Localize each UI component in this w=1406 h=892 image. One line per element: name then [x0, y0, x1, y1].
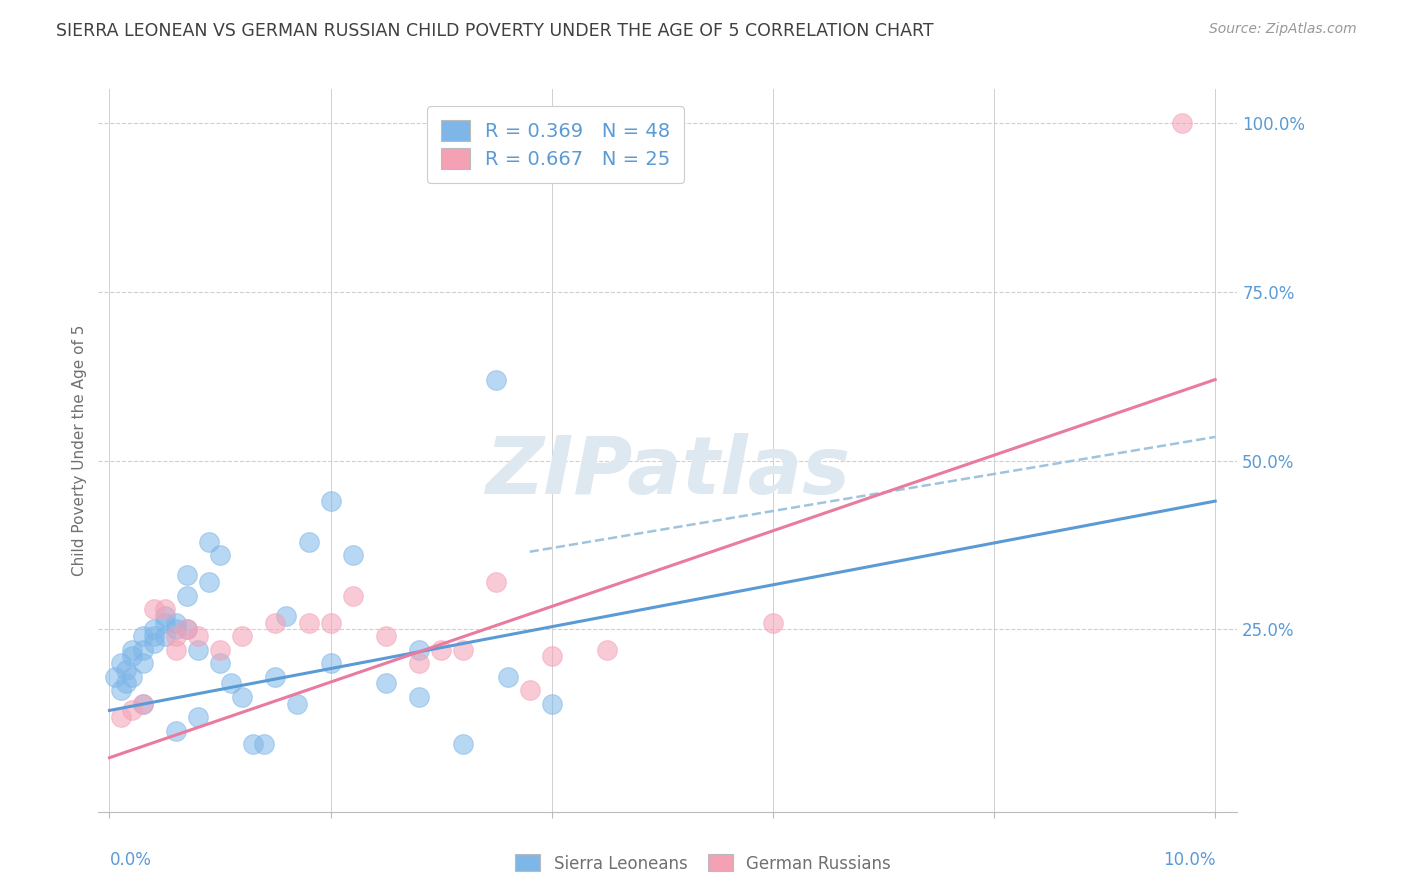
- Point: [496, 670, 519, 684]
- Point: [209, 656, 232, 670]
- Point: [110, 710, 132, 724]
- Point: [165, 723, 187, 738]
- Point: [408, 690, 430, 704]
- Point: [198, 534, 221, 549]
- Point: [209, 548, 232, 562]
- Point: [408, 656, 430, 670]
- Point: [242, 737, 264, 751]
- Point: [253, 737, 276, 751]
- Point: [121, 703, 143, 717]
- Point: [187, 642, 209, 657]
- Point: [231, 629, 253, 643]
- Point: [153, 608, 176, 623]
- Point: [131, 642, 153, 657]
- Text: Source: ZipAtlas.com: Source: ZipAtlas.com: [1209, 22, 1357, 37]
- Point: [121, 642, 143, 657]
- Point: [453, 642, 475, 657]
- Point: [142, 636, 165, 650]
- Point: [176, 568, 198, 582]
- Point: [165, 642, 187, 657]
- Point: [485, 373, 508, 387]
- Point: [276, 608, 298, 623]
- Point: [287, 697, 309, 711]
- Point: [374, 676, 396, 690]
- Legend: R = 0.369   N = 48, R = 0.667   N = 25: R = 0.369 N = 48, R = 0.667 N = 25: [427, 106, 685, 183]
- Point: [198, 575, 221, 590]
- Point: [153, 602, 176, 616]
- Point: [540, 697, 562, 711]
- Point: [153, 615, 176, 630]
- Point: [187, 629, 209, 643]
- Point: [131, 697, 153, 711]
- Point: [430, 642, 453, 657]
- Point: [121, 670, 143, 684]
- Point: [1171, 116, 1194, 130]
- Point: [115, 663, 138, 677]
- Point: [319, 494, 342, 508]
- Point: [176, 623, 198, 637]
- Point: [187, 710, 209, 724]
- Point: [165, 623, 187, 637]
- Point: [596, 642, 619, 657]
- Point: [165, 615, 187, 630]
- Text: 10.0%: 10.0%: [1163, 851, 1215, 869]
- Point: [165, 629, 187, 643]
- Point: [319, 615, 342, 630]
- Text: SIERRA LEONEAN VS GERMAN RUSSIAN CHILD POVERTY UNDER THE AGE OF 5 CORRELATION CH: SIERRA LEONEAN VS GERMAN RUSSIAN CHILD P…: [56, 22, 934, 40]
- Point: [762, 615, 785, 630]
- Point: [297, 534, 319, 549]
- Legend: Sierra Leoneans, German Russians: Sierra Leoneans, German Russians: [509, 847, 897, 880]
- Point: [176, 589, 198, 603]
- Y-axis label: Child Poverty Under the Age of 5: Child Poverty Under the Age of 5: [72, 325, 87, 576]
- Point: [121, 649, 143, 664]
- Text: ZIPatlas: ZIPatlas: [485, 434, 851, 511]
- Point: [485, 575, 508, 590]
- Point: [540, 649, 562, 664]
- Point: [110, 683, 132, 698]
- Point: [104, 670, 127, 684]
- Point: [131, 656, 153, 670]
- Point: [176, 623, 198, 637]
- Point: [408, 642, 430, 657]
- Point: [453, 737, 475, 751]
- Point: [519, 683, 541, 698]
- Point: [153, 629, 176, 643]
- Point: [342, 589, 364, 603]
- Point: [115, 676, 138, 690]
- Text: 0.0%: 0.0%: [110, 851, 152, 869]
- Point: [142, 629, 165, 643]
- Point: [209, 642, 232, 657]
- Point: [264, 615, 287, 630]
- Point: [131, 697, 153, 711]
- Point: [297, 615, 319, 630]
- Point: [342, 548, 364, 562]
- Point: [264, 670, 287, 684]
- Point: [142, 602, 165, 616]
- Point: [142, 623, 165, 637]
- Point: [231, 690, 253, 704]
- Point: [110, 656, 132, 670]
- Point: [131, 629, 153, 643]
- Point: [219, 676, 242, 690]
- Point: [319, 656, 342, 670]
- Point: [374, 629, 396, 643]
